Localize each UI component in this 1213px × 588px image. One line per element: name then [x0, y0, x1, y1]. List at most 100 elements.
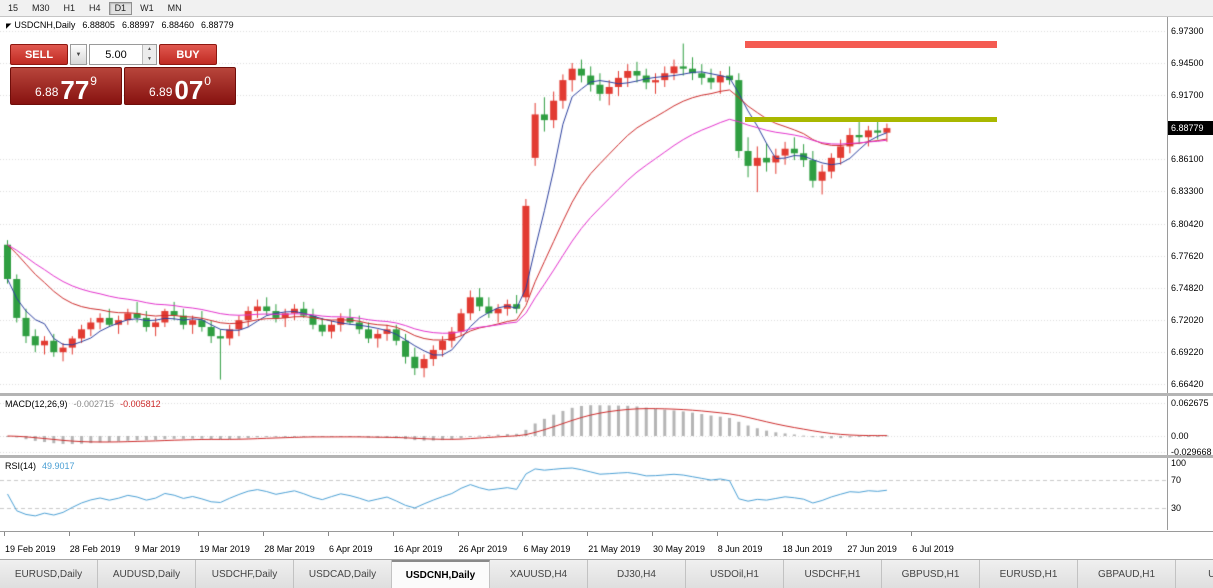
- ohlc-high: 6.88997: [121, 20, 155, 30]
- date-tick: [198, 532, 200, 536]
- ask-pip-sup: 0: [204, 74, 211, 88]
- price-axis-label: 6.97300: [1171, 25, 1204, 36]
- chart-tab-eurusd-daily[interactable]: EURUSD,Daily: [0, 560, 98, 588]
- timeframe-toolbar: 15 M30 H1 H4 D1 W1 MN: [0, 0, 1213, 17]
- collapse-icon[interactable]: ◤: [6, 23, 12, 30]
- chart-tab-usdcad-daily[interactable]: USDCAD,Daily: [294, 560, 392, 588]
- price-axis-label: 6.72020: [1171, 314, 1204, 325]
- bid-big-digits: 77: [60, 75, 90, 106]
- rsi-axis-label: 70: [1171, 474, 1182, 485]
- date-axis-label: 19 Feb 2019: [5, 544, 56, 554]
- date-tick: [133, 532, 135, 536]
- rsi-axis-label: 30: [1171, 503, 1182, 514]
- date-axis-label: 6 May 2019: [523, 544, 571, 554]
- timeframe-m30[interactable]: M30: [26, 2, 56, 15]
- timeframe-mn[interactable]: MN: [162, 2, 188, 15]
- date-axis: 19 Feb 2019 28 Feb 2019 9 Mar 2019 19 Mar 2…: [0, 531, 1213, 560]
- date-axis-label: 28 Mar 2019: [264, 544, 315, 554]
- bid-price-display[interactable]: 6.88 77 9: [10, 67, 122, 105]
- panel-splitter[interactable]: [0, 455, 1213, 458]
- ohlc-close: 6.88779: [201, 20, 234, 30]
- price-axis-label: 6.74820: [1171, 282, 1204, 293]
- chart-tab-bar: EURUSD,Daily AUDUSD,Daily USDCHF,Daily USDC…: [0, 559, 1213, 588]
- price-axis-label: 6.80420: [1171, 218, 1204, 229]
- chart-tab-gbpusd-h1[interactable]: GBPUSD,H1: [882, 560, 980, 588]
- timeframe-15[interactable]: 15: [2, 2, 24, 15]
- rsi-axis-label: 100: [1171, 458, 1187, 468]
- volume-dropdown-button[interactable]: ▼: [70, 44, 87, 65]
- resistance-zone[interactable]: [745, 41, 997, 48]
- ask-price-display[interactable]: 6.89 07 0: [124, 67, 236, 105]
- volume-input[interactable]: [90, 45, 142, 64]
- chart-tab-eurusd-h1[interactable]: EURUSD,H1: [980, 560, 1078, 588]
- date-tick: [716, 532, 718, 536]
- date-tick: [68, 532, 70, 536]
- macd-axis-label: 0.00: [1171, 431, 1189, 441]
- macd-signal-value: -0.005812: [120, 399, 161, 409]
- sell-button[interactable]: SELL: [10, 44, 68, 65]
- date-axis-label: 27 Jun 2019: [847, 544, 897, 554]
- chart-tab-gbpaud-h1[interactable]: GBPAUD,H1: [1078, 560, 1176, 588]
- rsi-value: 49.9017: [42, 461, 75, 471]
- chart-tab-dj30-h4[interactable]: DJ30,H4: [588, 560, 686, 588]
- date-axis-label: 6 Apr 2019: [329, 544, 373, 554]
- symbol-title: USDCNH,Daily: [14, 20, 76, 30]
- chart-tab-usdjp[interactable]: USDJP: [1176, 560, 1213, 588]
- price-axis-label: 6.66420: [1171, 378, 1204, 389]
- chart-tab-usdchf-daily[interactable]: USDCHF,Daily: [196, 560, 294, 588]
- chart-tab-usdchf-h1[interactable]: USDCHF,H1: [784, 560, 882, 588]
- date-tick: [4, 532, 5, 536]
- volume-spin-up-button[interactable]: ▲: [143, 45, 156, 55]
- date-axis-label: 6 Jul 2019: [912, 544, 954, 554]
- price-axis-label: 6.94500: [1171, 57, 1204, 68]
- ask-prefix: 6.89: [149, 85, 173, 99]
- timeframe-h4[interactable]: H4: [83, 2, 107, 15]
- rsi-label: RSI(14) 49.9017: [5, 461, 75, 471]
- support-line[interactable]: [745, 117, 997, 122]
- date-tick: [587, 532, 589, 536]
- volume-stepper: ▲ ▼: [142, 45, 156, 64]
- ohlc-low: 6.88460: [161, 20, 195, 30]
- chevron-down-icon: ▼: [75, 51, 82, 58]
- bid-prefix: 6.88: [35, 85, 59, 99]
- date-tick: [328, 532, 329, 536]
- price-axis-label: 6.83300: [1171, 186, 1204, 196]
- date-axis-label: 16 Apr 2019: [393, 544, 443, 554]
- date-axis-label: 28 Feb 2019: [69, 544, 121, 554]
- macd-axis-label: -0.029668: [1171, 446, 1212, 457]
- symbol-info: ◤ USDCNH,Daily 6.88805 6.88997 6.88460 6.8877…: [6, 20, 241, 30]
- price-axis-label: 6.69220: [1171, 346, 1204, 357]
- date-tick: [911, 532, 913, 536]
- macd-name: MACD(12,26,9): [5, 399, 68, 409]
- macd-axis-label: 0.062675: [1171, 398, 1209, 409]
- timeframe-d1[interactable]: D1: [108, 1, 133, 15]
- date-axis-label: 30 May 2019: [653, 544, 706, 554]
- date-axis-label: 21 May 2019: [588, 544, 641, 554]
- date-axis-label: 26 Apr 2019: [458, 544, 508, 554]
- date-axis-label: 18 Jun 2019: [782, 544, 833, 554]
- date-tick: [457, 532, 459, 536]
- panel-splitter[interactable]: [0, 393, 1213, 396]
- one-click-trade-panel: SELL ▼ ▲ ▼ BUY 6.88 77 9 6.89 07 0: [10, 44, 236, 105]
- date-tick: [652, 532, 653, 536]
- buy-button[interactable]: BUY: [159, 44, 217, 65]
- volume-spin-down-button[interactable]: ▼: [143, 54, 156, 64]
- timeframe-w1[interactable]: W1: [134, 2, 160, 15]
- date-tick: [781, 532, 783, 536]
- bid-pip-sup: 9: [90, 74, 97, 88]
- chart-tab-xauusd-h4[interactable]: XAUUSD,H4: [490, 560, 588, 588]
- macd-label: MACD(12,26,9) -0.002715 -0.005812: [5, 399, 161, 409]
- date-tick: [263, 532, 265, 536]
- chart-tab-usdcnh-daily[interactable]: USDCNH,Daily: [392, 560, 490, 588]
- date-tick: [522, 532, 524, 536]
- chart-tab-usdoil-h1[interactable]: USDOil,H1: [686, 560, 784, 588]
- rsi-name: RSI(14): [5, 461, 37, 471]
- chart-tab-audusd-daily[interactable]: AUDUSD,Daily: [98, 560, 196, 588]
- timeframe-h1[interactable]: H1: [58, 2, 82, 15]
- ask-big-digits: 07: [174, 75, 204, 106]
- date-tick: [392, 532, 394, 536]
- date-tick: [846, 532, 848, 536]
- price-axis-label: 6.86100: [1171, 154, 1204, 164]
- date-axis-label: 19 Mar 2019: [199, 544, 250, 554]
